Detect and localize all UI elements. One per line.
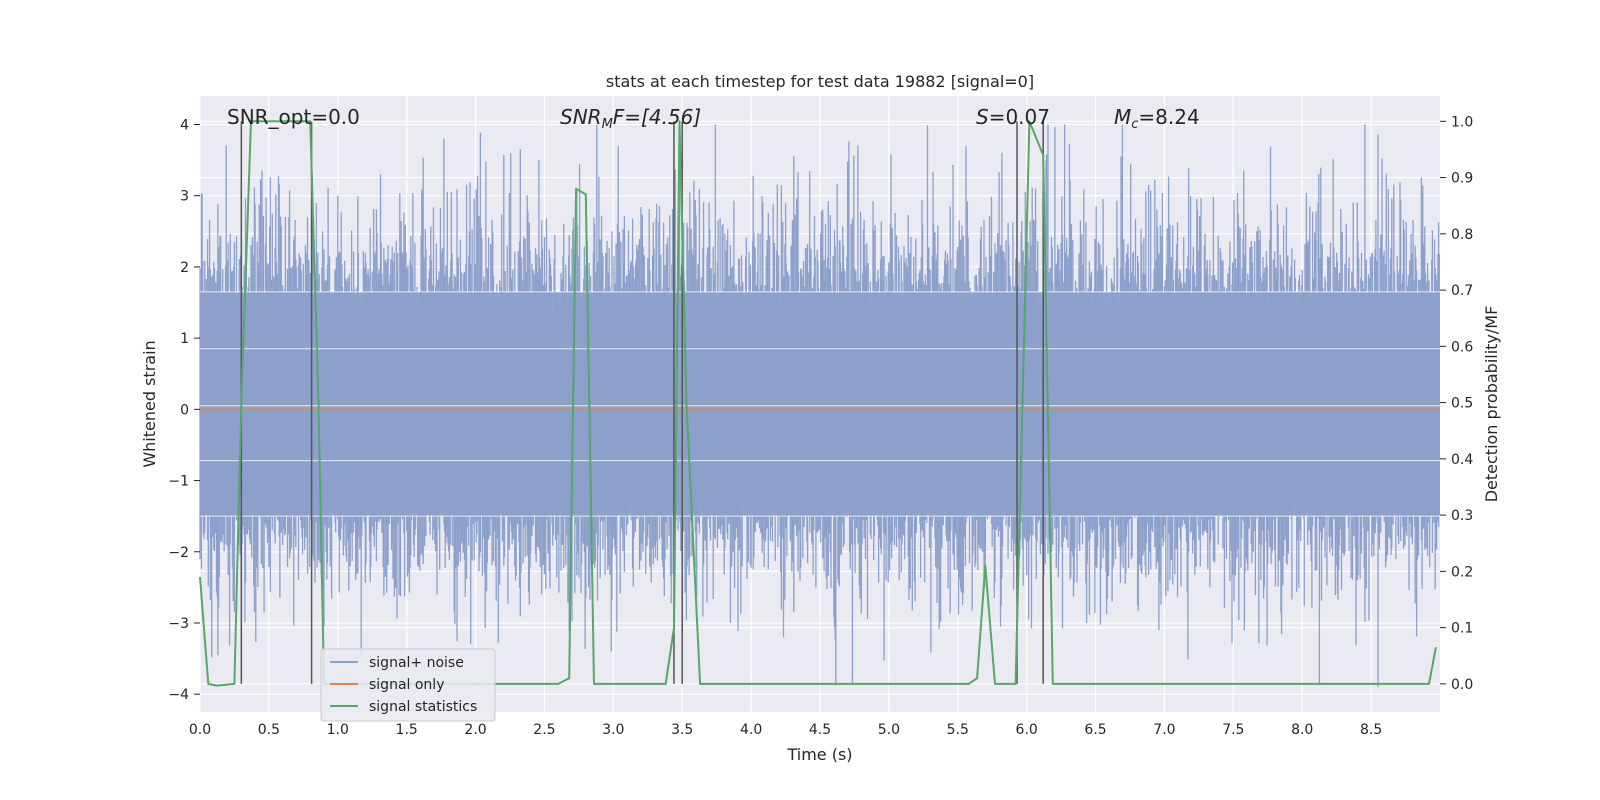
- y2-tick-label: 0.5: [1451, 396, 1473, 412]
- annotation-snr-mf-main: SNR: [560, 105, 602, 129]
- annotation-snr-mf-sub: M: [602, 117, 613, 132]
- annotation-snr-opt: SNR_opt=0.0: [227, 105, 360, 129]
- x-tick-label: 0.0: [189, 722, 211, 738]
- y2-tick-label: 0.4: [1451, 452, 1473, 468]
- y2-axis-label: Detection probability/MF: [1482, 306, 1501, 503]
- x-tick-label: 5.0: [878, 722, 900, 738]
- series-signal-plus-noise: [199, 124, 1440, 688]
- legend-box: [320, 648, 496, 722]
- x-tick-label: 1.5: [396, 722, 418, 738]
- annotation-mc-sub: c: [1131, 117, 1138, 132]
- legend-label-signal-only: signal only: [369, 677, 444, 693]
- y-tick-label: −3: [168, 616, 189, 632]
- x-tick-label: 8.5: [1360, 722, 1382, 738]
- x-tick-label: 0.5: [258, 722, 280, 738]
- y-tick-label: 4: [180, 117, 189, 133]
- x-tick-label: 7.0: [1153, 722, 1175, 738]
- annotation-s-main: S: [976, 105, 989, 129]
- legend-label-signal-plus-noise: signal+ noise: [369, 655, 464, 671]
- annotation-mc-main: M: [1114, 105, 1131, 129]
- x-tick-label: 4.0: [740, 722, 762, 738]
- x-tick-label: 2.0: [464, 722, 486, 738]
- y-axis-label: Whitened strain: [140, 340, 159, 467]
- series-signal-statistics: [199, 120, 1437, 687]
- annotation-s-rest: =0.07: [989, 105, 1050, 129]
- y-tick-label: 0: [180, 402, 189, 418]
- y2-tick-label: 0.1: [1451, 621, 1473, 637]
- y-tick-label: −4: [168, 687, 189, 703]
- chart-title: stats at each timestep for test data 198…: [606, 72, 1034, 91]
- signal-statistics-line: [199, 120, 1437, 687]
- x-tick-label: 4.5: [809, 722, 831, 738]
- annotation-snr-mf: SNRMF=[4.56]: [560, 105, 701, 132]
- y2-tick-label: 0.8: [1451, 227, 1473, 243]
- annotation-snr-mf-rest: F=[4.56]: [613, 105, 701, 129]
- legend: signal+ noise signal only signal statist…: [320, 648, 496, 722]
- x-axis-label: Time (s): [786, 745, 852, 764]
- x-axis-ticks: 0.0 0.5 1.0 1.5 2.0 2.5 3.0 3.5 4.0 4.5 5.0 5.5 6.0 6…: [189, 722, 1382, 738]
- annotation-s: S=0.07: [976, 105, 1050, 129]
- x-tick-label: 6.0: [1016, 722, 1038, 738]
- y-tick-label: 2: [180, 260, 189, 276]
- y-tick-label: 3: [180, 189, 189, 205]
- x-tick-label: 3.0: [602, 722, 624, 738]
- x-tick-label: 7.5: [1222, 722, 1244, 738]
- x-tick-label: 8.0: [1291, 722, 1313, 738]
- x-tick-label: 2.5: [533, 722, 555, 738]
- x-tick-label: 5.5: [947, 722, 969, 738]
- y2-tick-label: 0.7: [1451, 283, 1473, 299]
- y2-tick-label: 0.6: [1451, 339, 1473, 355]
- y-tick-label: −1: [168, 474, 189, 490]
- y2-tick-label: 0.0: [1451, 677, 1473, 693]
- y2-tick-label: 0.3: [1451, 508, 1473, 524]
- legend-label-signal-statistics: signal statistics: [369, 699, 477, 715]
- x-tick-label: 6.5: [1084, 722, 1106, 738]
- x-tick-label: 3.5: [671, 722, 693, 738]
- y2-tick-label: 0.9: [1451, 171, 1473, 187]
- y2-axis-ticks: 1.0 0.9 0.8 0.7 0.6 0.5 0.4 0.3 0.2 0.1 0.0: [1440, 114, 1473, 693]
- annotation-mc-rest: =8.24: [1138, 105, 1199, 129]
- y-tick-label: 1: [180, 331, 189, 347]
- y2-tick-label: 1.0: [1451, 114, 1473, 130]
- y2-tick-label: 0.2: [1451, 564, 1473, 580]
- y-axis-ticks: 4 3 2 1 0 −1 −2 −3 −4: [168, 117, 200, 703]
- x-tick-label: 1.0: [327, 722, 349, 738]
- annotation-mc: Mc=8.24: [1114, 105, 1200, 132]
- y-tick-label: −2: [168, 545, 189, 561]
